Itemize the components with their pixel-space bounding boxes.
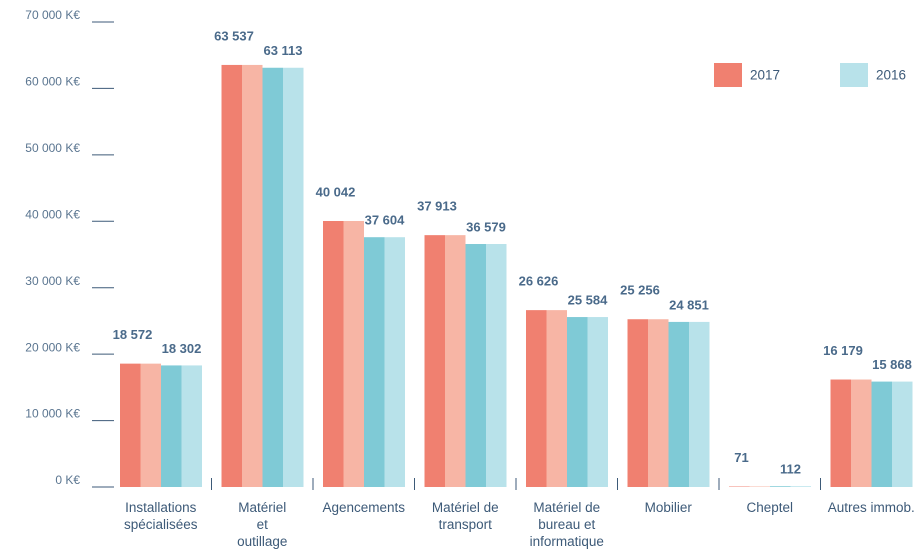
legend-label: 2016: [876, 68, 906, 83]
bar: [120, 363, 161, 487]
value-label: 71: [734, 450, 748, 465]
bar: [262, 67, 304, 487]
x-tick-label: Matériel de transport: [432, 500, 499, 532]
bar: [465, 244, 507, 487]
bar: [221, 64, 263, 487]
legend-label: 2017: [750, 68, 780, 83]
bar: [364, 237, 405, 487]
bar: [526, 310, 567, 487]
x-tick-label: Autres immob.: [828, 500, 915, 515]
x-tick-label: Matériel de bureau et informatique: [530, 500, 604, 549]
bar: [871, 381, 913, 487]
x-tick-label: Mobilier: [645, 500, 693, 515]
y-tick-label: 10 000 K€: [25, 407, 80, 421]
bar: [627, 319, 669, 487]
y-tick-label: 30 000 K€: [25, 274, 80, 288]
value-label: 112: [780, 462, 801, 477]
x-tick-label: Matériel et outillage: [237, 500, 287, 549]
value-label: 37 913: [417, 199, 457, 214]
value-label: 25 256: [620, 283, 660, 298]
value-label: 63 537: [214, 28, 254, 43]
value-label: 26 626: [519, 274, 559, 289]
value-label: 24 851: [669, 297, 709, 312]
value-label: 16 179: [823, 343, 863, 358]
bar: [161, 365, 202, 487]
value-label: 36 579: [466, 219, 506, 234]
legend-swatch: [714, 63, 742, 87]
y-tick-label: 40 000 K€: [25, 207, 80, 221]
y-tick-label: 0 K€: [55, 473, 80, 487]
bar: [567, 317, 608, 487]
x-tick-label: Installations spécialisées: [124, 500, 198, 532]
x-tick-label: Agencements: [322, 500, 405, 515]
y-tick-label: 60 000 K€: [25, 75, 80, 89]
x-tick-label: Cheptel: [746, 500, 793, 515]
y-tick-label: 20 000 K€: [25, 340, 80, 354]
value-label: 25 584: [568, 292, 609, 307]
value-label: 15 868: [872, 357, 912, 372]
y-tick-label: 50 000 K€: [25, 141, 80, 155]
bar: [668, 321, 710, 487]
value-label: 63 113: [263, 43, 302, 58]
value-label: 40 042: [316, 184, 356, 199]
bar: [830, 379, 872, 487]
bar: [323, 221, 364, 487]
value-label: 18 302: [162, 341, 202, 356]
legend-swatch: [840, 63, 868, 87]
bar: [770, 486, 811, 487]
value-label: 37 604: [365, 213, 406, 228]
bar: [424, 235, 466, 487]
y-tick-label: 70 000 K€: [25, 8, 80, 22]
value-label: 18 572: [113, 327, 153, 342]
